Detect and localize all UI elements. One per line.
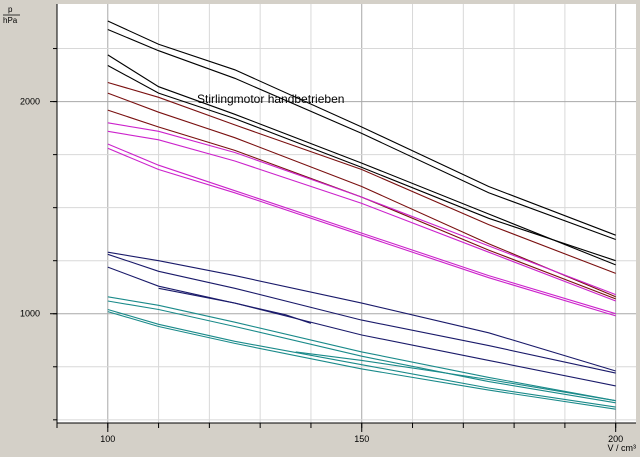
series-line-9 xyxy=(107,130,616,302)
series-line-17 xyxy=(107,300,616,404)
series-line-6 xyxy=(107,92,616,298)
series-line-15 xyxy=(158,287,312,324)
x-tick-label: 200 xyxy=(608,434,623,444)
y-axis-ticks: 1000 2000 xyxy=(20,48,57,421)
x-tick-label: 100 xyxy=(100,434,115,444)
series-line-13 xyxy=(107,253,616,374)
y-axis-symbol: p xyxy=(8,5,13,14)
series-line-18 xyxy=(107,308,616,408)
series-line-10 xyxy=(107,143,616,315)
x-axis-ticks: 100 150 200 xyxy=(56,423,623,444)
plot-area xyxy=(57,4,636,423)
series-line-5 xyxy=(107,81,616,274)
series-line-8 xyxy=(107,122,616,296)
series-line-20 xyxy=(295,351,616,402)
chart-title: Stirlingmotor handbetrieben xyxy=(197,92,344,106)
series-line-11 xyxy=(107,147,616,317)
y-axis-unit: hPa xyxy=(3,16,18,25)
series-line-4 xyxy=(107,54,616,266)
series-line-1 xyxy=(107,20,616,236)
x-tick-label: 150 xyxy=(354,434,369,444)
series-line-16 xyxy=(107,296,616,402)
y-tick-label: 2000 xyxy=(20,97,40,107)
y-tick-label: 1000 xyxy=(20,309,40,319)
series-line-19 xyxy=(107,311,616,410)
series-line-3 xyxy=(107,65,616,262)
data-series xyxy=(107,20,616,410)
series-line-7 xyxy=(107,109,616,300)
series-line-12 xyxy=(107,251,616,372)
series-line-2 xyxy=(107,28,616,241)
x-axis-label: V / cm³ xyxy=(608,443,637,453)
grid-lines xyxy=(57,4,636,423)
